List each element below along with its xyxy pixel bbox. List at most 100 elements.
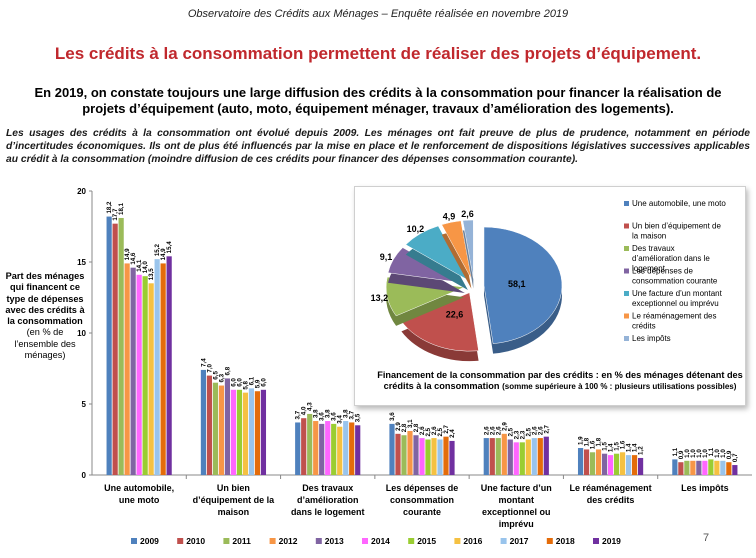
- bar-2014: [702, 460, 708, 475]
- x-category-label: Les dépenses de consommation courante: [386, 483, 459, 517]
- bar-2010: [678, 462, 684, 475]
- data-label: 2,7: [543, 424, 550, 433]
- bar-2009: [295, 422, 301, 475]
- legend-swatch-2017: [500, 538, 507, 544]
- bar-2017: [437, 439, 443, 475]
- pie-legend-label: Les impôts: [632, 334, 671, 343]
- bar-2009: [200, 369, 207, 475]
- data-label: 2,5: [507, 427, 514, 436]
- data-label: 2,7: [443, 424, 450, 433]
- legend-label: 2012: [279, 536, 298, 546]
- y-tick-label: 10: [77, 329, 86, 338]
- legend-label: 2018: [556, 536, 575, 546]
- pie-legend-label: Une facture d’un montant exceptionnel ou …: [632, 289, 723, 308]
- bar-2009: [483, 438, 489, 475]
- bar-2012: [501, 433, 507, 475]
- data-label: 1,4: [632, 443, 639, 452]
- pie-data-label: 2,6: [461, 209, 474, 219]
- x-category-label: Une facture d’un montant exceptionnel ou im…: [481, 483, 552, 529]
- pie-data-label: 9,1: [380, 252, 393, 262]
- pie-subtitle: (somme supérieure à 100 % : plusieurs ut…: [502, 382, 737, 391]
- data-label: 0,9: [678, 450, 685, 459]
- data-label: 1,1: [672, 447, 679, 456]
- bar-2009: [106, 216, 112, 475]
- bar-2014: [325, 421, 331, 475]
- bar-2018: [631, 455, 638, 475]
- pie-slice: [462, 219, 474, 279]
- data-label: 2,5: [437, 427, 444, 436]
- legend-label: 2019: [602, 536, 621, 546]
- bar-2011: [118, 217, 124, 476]
- pie-legend-label: Des travaux d’amélioration dans le logemen…: [632, 244, 710, 273]
- y-tick-label: 5: [82, 400, 87, 409]
- data-label: 1,0: [696, 449, 703, 458]
- bar-2016: [242, 392, 249, 475]
- x-category-label: Le réaménagement des crédits: [570, 483, 652, 505]
- bar-2019: [260, 389, 267, 475]
- legend-label: 2016: [463, 536, 482, 546]
- bar-2014: [419, 438, 425, 475]
- data-label: 1,0: [714, 449, 721, 458]
- data-label: 6,0: [236, 378, 243, 387]
- y-tick-label: 15: [77, 258, 86, 267]
- bar-2011: [307, 413, 313, 475]
- bar-2015: [519, 442, 525, 475]
- x-category-label: Une automobile, une moto: [104, 483, 174, 505]
- data-label: 14,6: [130, 252, 137, 265]
- pie-data-label: 58,1: [508, 279, 526, 289]
- data-label: 6,3: [218, 373, 225, 382]
- bar-2009: [389, 423, 395, 475]
- data-label: 2,3: [519, 430, 526, 439]
- bar-2012: [313, 421, 319, 475]
- bar-2010: [206, 375, 213, 475]
- legend-label: 2015: [417, 536, 436, 546]
- data-label: 6,1: [248, 376, 255, 385]
- data-label: 17,7: [112, 208, 119, 221]
- pie-data-label: 13,2: [371, 293, 389, 303]
- bar-2018: [726, 462, 732, 475]
- pie-slice: [405, 225, 469, 281]
- y-tick-label: 0: [82, 471, 87, 480]
- page-number: 7: [703, 532, 710, 544]
- pie-legend-label: Les dépenses de consommation courante: [632, 267, 718, 286]
- data-label: 3,7: [349, 410, 356, 419]
- bar-2015: [142, 276, 148, 475]
- bar-2014: [607, 455, 614, 475]
- bar-2009: [672, 459, 678, 475]
- data-label: 1,0: [702, 449, 709, 458]
- pie-data-label: 4,9: [443, 211, 456, 221]
- bar-2013: [319, 423, 325, 475]
- intro-paragraph: En 2019, on constate toujours une large …: [34, 85, 722, 116]
- data-label: 2,9: [501, 422, 508, 431]
- bar-2012: [690, 460, 696, 475]
- bar-2019: [637, 457, 644, 475]
- data-label: 3,6: [319, 412, 326, 421]
- legend-label: 2010: [186, 536, 205, 546]
- bar-2013: [130, 267, 136, 475]
- bar-2011: [684, 460, 690, 475]
- pie-legend-swatch: [624, 313, 629, 319]
- data-label: 2,8: [401, 423, 408, 432]
- legend-swatch-2009: [131, 538, 137, 544]
- bar-2019: [543, 436, 549, 475]
- bar-2010: [395, 433, 401, 475]
- y-axis-label-text: Part des ménages qui financent ce type d…: [5, 271, 85, 327]
- x-category-label: Des travaux d’amélioration dans le logemen…: [291, 483, 365, 517]
- pie-data-label: 10,2: [407, 224, 425, 234]
- bar-2016: [431, 438, 437, 475]
- legend-swatch-2014: [362, 538, 368, 544]
- bar-2019: [732, 465, 738, 475]
- pie-chart: 58,1 22,6 13,2 9,1 10,2 4,9 2,6 Une automobile,…: [371, 199, 726, 362]
- bar-2018: [160, 263, 166, 475]
- data-label: 1,2: [638, 446, 645, 455]
- bar-2017: [343, 421, 349, 475]
- bar-2011: [401, 435, 407, 475]
- pie-legend-label: Le réaménagement des crédits: [632, 312, 717, 331]
- data-label: 4,0: [301, 406, 308, 415]
- data-label: 1,4: [608, 443, 615, 452]
- legend-swatch-2011: [223, 538, 230, 544]
- data-label: 6,5: [212, 371, 219, 380]
- bar-2019: [355, 425, 361, 475]
- data-label: 1,5: [614, 442, 621, 451]
- bar-2012: [124, 263, 130, 475]
